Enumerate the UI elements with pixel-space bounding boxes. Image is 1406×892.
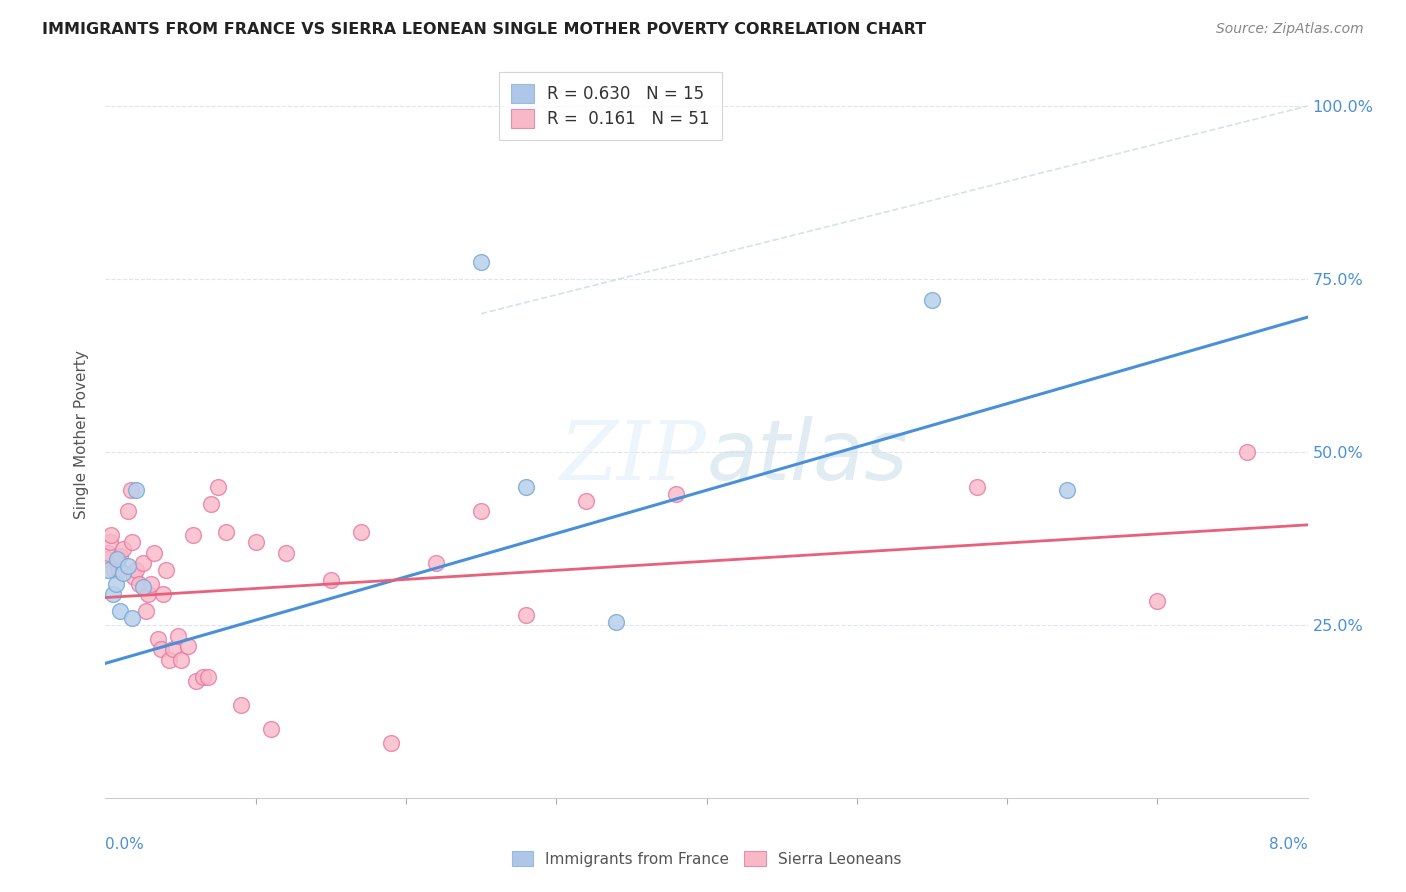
Point [96, 552, 118, 566]
Point [136, 587, 159, 601]
Point [135, 604, 157, 618]
Point [120, 483, 142, 498]
Point [1056, 483, 1078, 498]
Point [470, 254, 492, 268]
Point [100, 528, 122, 542]
Text: 0.0%: 0.0% [105, 837, 145, 852]
Point [117, 504, 139, 518]
Point [260, 722, 283, 736]
Point [97, 563, 120, 577]
Point [380, 736, 402, 750]
Point [162, 642, 184, 657]
Point [184, 673, 207, 688]
Y-axis label: Single Mother Poverty: Single Mother Poverty [75, 351, 90, 519]
Point [1236, 445, 1258, 459]
Point [274, 545, 297, 559]
Point [1146, 594, 1168, 608]
Point [169, 653, 191, 667]
Point [146, 632, 169, 646]
Point [229, 698, 252, 712]
Point [350, 524, 373, 539]
Point [124, 483, 146, 498]
Point [110, 549, 132, 563]
Point [515, 607, 537, 622]
Point [575, 493, 598, 508]
Point [103, 563, 125, 577]
Legend: R = 0.630   N = 15, R =  0.161   N = 51: R = 0.630 N = 15, R = 0.161 N = 51 [499, 72, 721, 140]
Point [104, 576, 127, 591]
Point [605, 615, 627, 629]
Point [245, 535, 267, 549]
Point [107, 552, 129, 566]
Point [157, 653, 180, 667]
Point [101, 587, 124, 601]
Point [166, 629, 188, 643]
Text: atlas: atlas [707, 417, 908, 497]
Text: Source: ZipAtlas.com: Source: ZipAtlas.com [1216, 22, 1364, 37]
Point [319, 573, 342, 587]
Point [117, 559, 139, 574]
Point [214, 524, 236, 539]
Point [966, 480, 988, 494]
Point [207, 480, 229, 494]
Point [112, 542, 135, 557]
Point [122, 570, 145, 584]
Point [121, 611, 143, 625]
Text: 8.0%: 8.0% [1268, 837, 1308, 852]
Point [97, 545, 120, 559]
Point [124, 563, 146, 577]
Point [200, 497, 222, 511]
Text: IMMIGRANTS FROM FRANCE VS SIERRA LEONEAN SINGLE MOTHER POVERTY CORRELATION CHART: IMMIGRANTS FROM FRANCE VS SIERRA LEONEAN… [42, 22, 927, 37]
Point [425, 556, 447, 570]
Point [181, 528, 204, 542]
Point [121, 535, 143, 549]
Point [139, 576, 162, 591]
Point [108, 563, 131, 577]
Point [921, 293, 943, 307]
Point [470, 504, 492, 518]
Point [515, 480, 537, 494]
Point [98, 535, 121, 549]
Point [112, 566, 135, 581]
Point [128, 576, 150, 591]
Point [177, 639, 200, 653]
Point [197, 670, 219, 684]
Point [132, 580, 155, 594]
Point [110, 604, 132, 618]
Point [665, 486, 688, 500]
Point [191, 670, 214, 684]
Point [150, 642, 173, 657]
Text: ZIP: ZIP [560, 417, 707, 497]
Point [142, 545, 165, 559]
Point [155, 563, 177, 577]
Point [132, 556, 155, 570]
Point [152, 587, 174, 601]
Point [107, 556, 129, 570]
